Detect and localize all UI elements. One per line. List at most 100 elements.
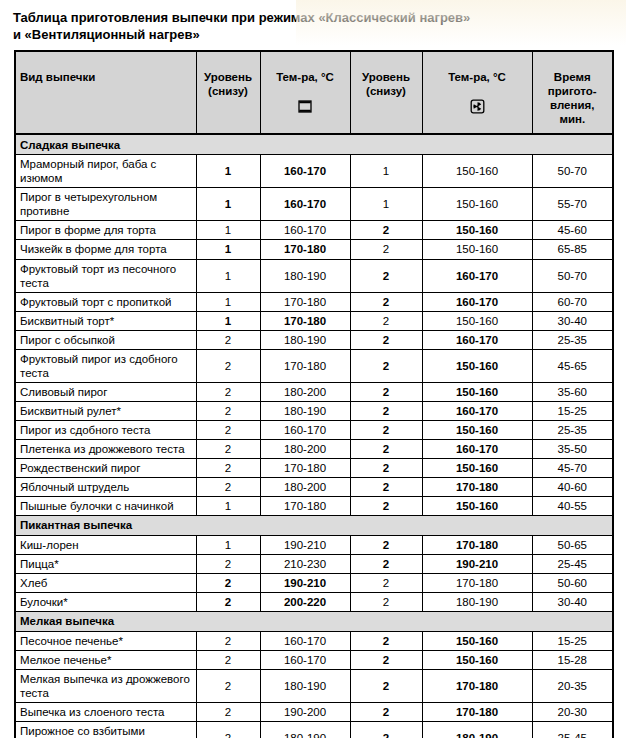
temp-classic-cell: 180-190	[260, 401, 350, 420]
temp-fan-cell: 150-160	[422, 311, 532, 330]
dish-name-cell: Яблочный штрудель	[15, 477, 196, 496]
dish-name-cell: Чизкейк в форме для торта	[15, 240, 196, 259]
temp-fan-cell: 150-160	[422, 188, 532, 221]
column-header-temp-classic-label: Тем-ра, °C	[276, 71, 334, 83]
level-classic-cell: 2	[196, 721, 260, 738]
table-row: Фруктовый торт из песочного теста1180-19…	[15, 259, 613, 292]
time-cell: 25-35	[532, 420, 613, 439]
column-header-dish: Вид выпечки	[15, 51, 196, 134]
temp-classic-cell: 180-190	[260, 721, 350, 738]
level-fan-cell: 2	[350, 382, 422, 401]
level-classic-cell: 2	[196, 382, 260, 401]
level-fan-cell: 2	[350, 535, 422, 554]
table-row: Мраморный пирог, баба с изюмом1160-17011…	[15, 155, 613, 188]
level-classic-cell: 1	[196, 496, 260, 515]
temp-classic-cell: 210-230	[260, 554, 350, 573]
section-row: Сладкая выпечка	[15, 134, 613, 155]
column-header-level-classic: Уровень (снизу)	[196, 51, 260, 134]
table-row: Пирог из сдобного теста2160-1702150-1602…	[15, 420, 613, 439]
level-fan-cell: 2	[350, 259, 422, 292]
level-fan-cell: 2	[350, 420, 422, 439]
temp-fan-cell: 150-160	[422, 631, 532, 650]
level-fan-cell: 2	[350, 240, 422, 259]
level-classic-cell: 2	[196, 592, 260, 611]
temp-classic-cell: 190-200	[260, 702, 350, 721]
level-classic-cell: 1	[196, 221, 260, 240]
level-classic-cell: 1	[196, 535, 260, 554]
dish-name-cell: Мелкая выпечка из дрожжевого теста	[15, 669, 196, 702]
temp-classic-cell: 170-180	[260, 496, 350, 515]
temp-fan-cell: 170-180	[422, 477, 532, 496]
dish-name-cell: Пирожное со взбитыми сливками/пирожное с…	[15, 721, 196, 738]
temp-classic-cell: 180-190	[260, 330, 350, 349]
section-row: Мелкая выпечка	[15, 611, 613, 631]
time-cell: 45-70	[532, 458, 613, 477]
time-cell: 45-60	[532, 221, 613, 240]
level-fan-cell: 2	[350, 477, 422, 496]
dish-name-cell: Бисквитный торт*	[15, 311, 196, 330]
column-header-time: Время пригото- вления, мин.	[532, 51, 613, 134]
temp-classic-cell: 180-200	[260, 477, 350, 496]
table-row: Хлеб2190-2102170-18050-60	[15, 573, 613, 592]
level-fan-cell: 2	[350, 631, 422, 650]
temp-classic-cell: 170-180	[260, 311, 350, 330]
temp-fan-cell: 180-190	[422, 592, 532, 611]
temp-classic-cell: 190-210	[260, 573, 350, 592]
fan-heat-icon	[427, 85, 528, 117]
dish-name-cell: Пицца*	[15, 554, 196, 573]
level-fan-cell: 2	[350, 330, 422, 349]
temp-classic-cell: 180-200	[260, 439, 350, 458]
dish-name-cell: Плетенка из дрожжевого теста	[15, 439, 196, 458]
temp-fan-cell: 170-180	[422, 702, 532, 721]
time-cell: 20-35	[532, 669, 613, 702]
time-cell: 50-60	[532, 573, 613, 592]
column-header-time-label: Время пригото- вления, мин.	[548, 71, 597, 125]
section-header: Мелкая выпечка	[15, 611, 613, 631]
level-fan-cell: 2	[350, 349, 422, 382]
level-classic-cell: 2	[196, 669, 260, 702]
level-classic-cell: 2	[196, 477, 260, 496]
time-cell: 30-40	[532, 311, 613, 330]
table-row: Пирог с обсыпкой2180-1902160-17025-35	[15, 330, 613, 349]
temp-classic-cell: 160-170	[260, 155, 350, 188]
dish-name-cell: Рождественский пирог	[15, 458, 196, 477]
dish-name-cell: Пирог с обсыпкой	[15, 330, 196, 349]
time-cell: 50-65	[532, 535, 613, 554]
time-cell: 35-60	[532, 382, 613, 401]
time-cell: 60-70	[532, 292, 613, 311]
table-row: Песочное печенье*2160-1702150-16015-25	[15, 631, 613, 650]
table-row: Пирожное со взбитыми сливками/пирожное с…	[15, 721, 613, 738]
temp-classic-cell: 170-180	[260, 458, 350, 477]
table-row: Сливовый пирог2180-2002150-16035-60	[15, 382, 613, 401]
section-header: Пикантная выпечка	[15, 515, 613, 535]
table-row: Киш-лорен1190-2102170-18050-65	[15, 535, 613, 554]
temp-classic-cell: 160-170	[260, 420, 350, 439]
temp-fan-cell: 190-210	[422, 554, 532, 573]
level-fan-cell: 2	[350, 401, 422, 420]
table-row: Плетенка из дрожжевого теста2180-2002160…	[15, 439, 613, 458]
table-row: Булочки*2200-2202180-19030-40	[15, 592, 613, 611]
table-row: Фруктовый торт с пропиткой1170-1802160-1…	[15, 292, 613, 311]
level-classic-cell: 1	[196, 311, 260, 330]
temp-classic-cell: 190-210	[260, 535, 350, 554]
level-fan-cell: 2	[350, 554, 422, 573]
time-cell: 50-70	[532, 155, 613, 188]
time-cell: 40-60	[532, 477, 613, 496]
baking-table: Вид выпечки Уровень (снизу) Тем-ра, °C У…	[14, 50, 614, 738]
temp-classic-cell: 170-180	[260, 349, 350, 382]
time-cell: 20-30	[532, 702, 613, 721]
temp-classic-cell: 180-190	[260, 259, 350, 292]
temp-classic-cell: 180-190	[260, 669, 350, 702]
time-cell: 50-70	[532, 259, 613, 292]
temp-classic-cell: 170-180	[260, 240, 350, 259]
table-row: Мелкая выпечка из дрожжевого теста2180-1…	[15, 669, 613, 702]
table-row: Бисквитный рулет*2180-1902160-17015-25	[15, 401, 613, 420]
time-cell: 35-50	[532, 439, 613, 458]
temp-fan-cell: 160-170	[422, 330, 532, 349]
level-classic-cell: 1	[196, 188, 260, 221]
time-cell: 45-65	[532, 349, 613, 382]
page-title: Таблица приготовления выпечки при режима…	[13, 9, 614, 43]
column-header-temp-classic: Тем-ра, °C	[260, 51, 350, 134]
dish-name-cell: Мелкое печенье*	[15, 650, 196, 669]
dish-name-cell: Булочки*	[15, 592, 196, 611]
